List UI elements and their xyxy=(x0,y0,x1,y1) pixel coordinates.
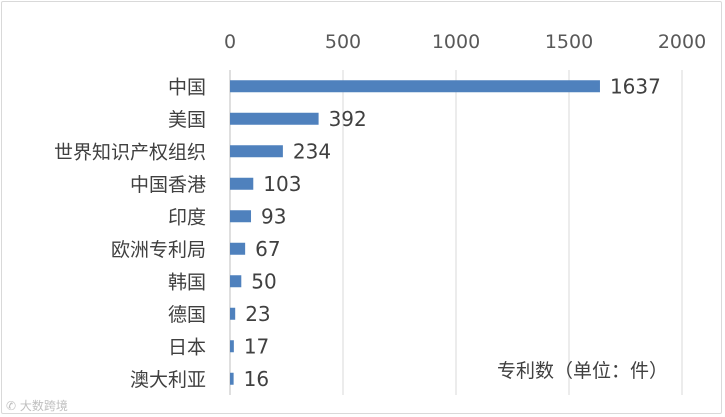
category-label: 日本 xyxy=(168,336,206,358)
data-label: 50 xyxy=(251,269,276,293)
category-label: 欧洲专利局 xyxy=(111,239,206,261)
unit-annotation: 专利数（单位：件） xyxy=(497,360,668,382)
category-label: 世界知识产权组织 xyxy=(54,141,206,163)
data-labels: 1637 392 234 103 93 67 50 23 17 16 xyxy=(244,74,661,391)
bar xyxy=(230,177,254,190)
bar xyxy=(230,112,319,125)
data-label: 1637 xyxy=(610,74,661,98)
watermark-icon: ✆ xyxy=(6,399,17,413)
x-tick-label: 1500 xyxy=(545,31,593,53)
category-label: 中国香港 xyxy=(130,174,206,196)
x-tick-label: 0 xyxy=(224,31,236,53)
data-label: 234 xyxy=(293,139,331,163)
data-label: 67 xyxy=(255,237,280,261)
data-label: 17 xyxy=(244,334,269,358)
watermark-text: 大数跨境 xyxy=(19,399,68,413)
x-tick-label: 2000 xyxy=(658,31,706,53)
x-tick-label: 1000 xyxy=(432,31,480,53)
data-label: 93 xyxy=(261,204,286,228)
category-label: 澳大利亚 xyxy=(130,369,206,391)
category-label: 美国 xyxy=(168,109,206,131)
x-axis-ticks: 0 500 1000 1500 2000 xyxy=(224,31,706,53)
x-tick-label: 500 xyxy=(325,31,361,53)
category-label: 中国 xyxy=(168,76,206,98)
bar xyxy=(230,80,600,93)
bar xyxy=(230,340,234,353)
category-label: 印度 xyxy=(168,206,206,228)
data-label: 392 xyxy=(329,107,367,131)
bar xyxy=(230,210,252,223)
category-label: 德国 xyxy=(168,304,206,326)
data-label: 23 xyxy=(245,302,270,326)
category-label: 韩国 xyxy=(168,271,206,293)
bar xyxy=(230,242,246,255)
data-label: 16 xyxy=(244,367,269,391)
bar xyxy=(230,275,242,288)
bars xyxy=(230,80,600,385)
watermark: ✆ 大数跨境 xyxy=(6,397,68,414)
bar xyxy=(230,307,236,320)
bar xyxy=(230,372,234,385)
data-label: 103 xyxy=(263,172,301,196)
bar xyxy=(230,145,283,158)
gridlines xyxy=(342,70,683,395)
